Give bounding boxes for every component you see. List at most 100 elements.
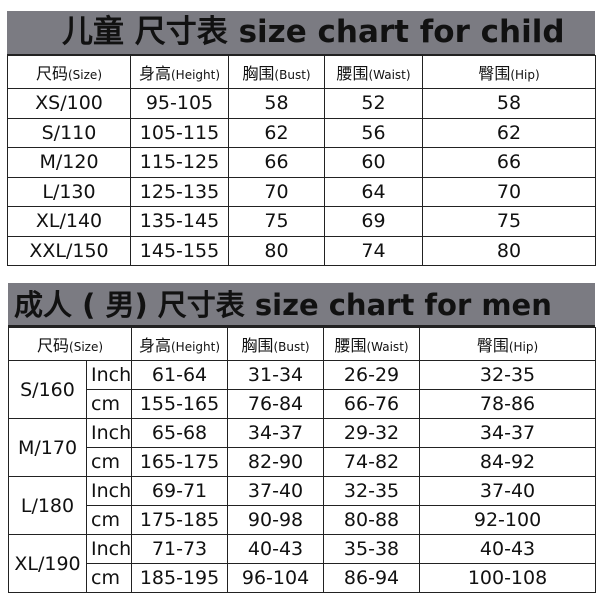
- unit-label: Inch: [85, 534, 133, 564]
- table-cell: 60: [324, 147, 423, 178]
- header-en: (Bust): [273, 340, 310, 354]
- table-cell: L/130: [7, 176, 131, 207]
- table-cell: 69-71: [131, 476, 229, 506]
- table-row: L/180 Inch 69-71 37-40 32-35 37-40: [8, 476, 597, 535]
- table-cell: 74: [324, 235, 423, 266]
- child-size-table: 尺码(Size) 身高(Height) 胸围(Bust) 腰围(Waist) 臀围(Hi…: [7, 55, 596, 266]
- table-row: M/120 115-125 66 60 66: [7, 147, 596, 178]
- table-cell: 185-195: [131, 563, 229, 593]
- table-cell: 37-40: [419, 476, 597, 506]
- header-cn: 臀围: [478, 64, 511, 83]
- column-header: 腰围(Waist): [323, 327, 421, 361]
- table-row: cm 165-175 82-90 74-82 84-92: [9, 447, 597, 477]
- table-cell: 31-34: [227, 360, 325, 390]
- header-en: (Height): [171, 340, 221, 354]
- header-en: (Size): [69, 340, 104, 354]
- header-en: (Hip): [510, 68, 540, 82]
- table-cell: M/120: [7, 147, 131, 178]
- table-cell: XXL/150: [7, 235, 131, 266]
- unit-label: cm: [85, 563, 133, 593]
- table-cell: 61-64: [131, 360, 229, 390]
- size-label: L/180: [8, 476, 87, 535]
- table-cell: 29-32: [323, 418, 421, 448]
- table-cell: 62: [422, 117, 596, 148]
- table-row: XL/190 Inch 71-73 40-43 35-38 40-43: [8, 534, 597, 593]
- table-row: L/130 125-135 70 64 70: [7, 176, 596, 207]
- table-cell: 40-43: [419, 534, 597, 564]
- table-cell: 80: [228, 235, 325, 266]
- table-cell: 135-145: [130, 206, 229, 237]
- table-cell: 78-86: [419, 389, 597, 419]
- table-cell: 84-92: [419, 447, 597, 477]
- table-cell: 52: [324, 88, 423, 119]
- table-cell: 66: [422, 147, 596, 178]
- unit-label: Inch: [85, 476, 133, 506]
- table-cell: 34-37: [227, 418, 325, 448]
- table-cell: 40-43: [227, 534, 325, 564]
- table-cell: 80: [422, 235, 596, 266]
- size-label: M/170: [8, 418, 87, 477]
- table-cell: 58: [228, 88, 325, 119]
- table-cell: 175-185: [131, 505, 229, 535]
- table-row: cm 175-185 90-98 80-88 92-100: [9, 505, 597, 535]
- table-row: M/170 Inch 65-68 34-37 29-32 34-37: [8, 418, 597, 477]
- table-row: cm 155-165 76-84 66-76 78-86: [9, 389, 597, 419]
- table-cell: 96-104: [227, 563, 325, 593]
- table-cell: XS/100: [7, 88, 131, 119]
- column-header: 身高(Height): [131, 327, 229, 361]
- child-size-chart-title: 儿童 尺寸表 size chart for child: [7, 11, 595, 56]
- header-row: 尺码(Size) 身高(Height) 胸围(Bust) 腰围(Waist) 臀围(Hi…: [7, 55, 596, 89]
- table-cell: 58: [422, 88, 596, 119]
- table-cell: S/110: [7, 117, 131, 148]
- header-en: (Size): [68, 68, 102, 82]
- table-cell: 34-37: [419, 418, 597, 448]
- table-cell: 70: [422, 176, 596, 207]
- header-row: 尺码(Size) 身高(Height) 胸围(Bust) 腰围(Waist) 臀围(Hi…: [7, 327, 597, 361]
- table-row: S/160 Inch 61-64 31-34 26-29 32-35: [8, 360, 597, 419]
- table-cell: 69: [324, 206, 423, 237]
- men-size-chart-title: 成人 ( 男) 尺寸表 size chart for men: [8, 283, 595, 327]
- header-cn: 腰围: [334, 336, 367, 355]
- unit-label: cm: [85, 447, 133, 477]
- column-header: 尺码(Size): [7, 55, 131, 89]
- table-cell: XL/140: [7, 206, 131, 237]
- table-row: S/110 105-115 62 56 62: [7, 117, 596, 148]
- table-cell: 165-175: [131, 447, 229, 477]
- table-cell: 92-100: [419, 505, 597, 535]
- size-label: XL/190: [8, 534, 87, 593]
- table-cell: 71-73: [131, 534, 229, 564]
- column-header: 尺码(Size): [7, 327, 133, 361]
- unit-label: Inch: [85, 360, 133, 390]
- table-cell: 75: [422, 206, 596, 237]
- men-size-table: 尺码(Size) 身高(Height) 胸围(Bust) 腰围(Waist) 臀围(Hi…: [7, 327, 597, 593]
- header-en: (Hip): [508, 340, 539, 354]
- column-header: 胸围(Bust): [227, 327, 325, 361]
- column-header: 身高(Height): [130, 55, 229, 89]
- table-cell: 66-76: [323, 389, 421, 419]
- unit-label: cm: [85, 505, 133, 535]
- table-cell: 32-35: [419, 360, 597, 390]
- unit-label: Inch: [85, 418, 133, 448]
- table-cell: 62: [228, 117, 325, 148]
- table-cell: 95-105: [130, 88, 229, 119]
- header-en: (Bust): [274, 68, 311, 82]
- unit-label: cm: [85, 389, 133, 419]
- table-row: cm 185-195 96-104 86-94 100-108: [9, 563, 597, 593]
- table-row: XS/100 95-105 58 52 58: [7, 88, 596, 119]
- column-header: 臀围(Hip): [422, 55, 596, 89]
- table-cell: 100-108: [419, 563, 597, 593]
- table-cell: 75: [228, 206, 325, 237]
- table-cell: 80-88: [323, 505, 421, 535]
- table-cell: 115-125: [130, 147, 229, 178]
- header-cn: 身高: [138, 64, 171, 83]
- table-cell: 56: [324, 117, 423, 148]
- table-cell: 74-82: [323, 447, 421, 477]
- header-cn: 尺码: [37, 336, 70, 355]
- header-cn: 尺码: [35, 64, 68, 83]
- table-cell: 90-98: [227, 505, 325, 535]
- header-cn: 臀围: [476, 336, 509, 355]
- table-cell: 35-38: [323, 534, 421, 564]
- size-label: S/160: [8, 360, 87, 419]
- table-cell: 64: [324, 176, 423, 207]
- header-en: (Waist): [366, 340, 409, 354]
